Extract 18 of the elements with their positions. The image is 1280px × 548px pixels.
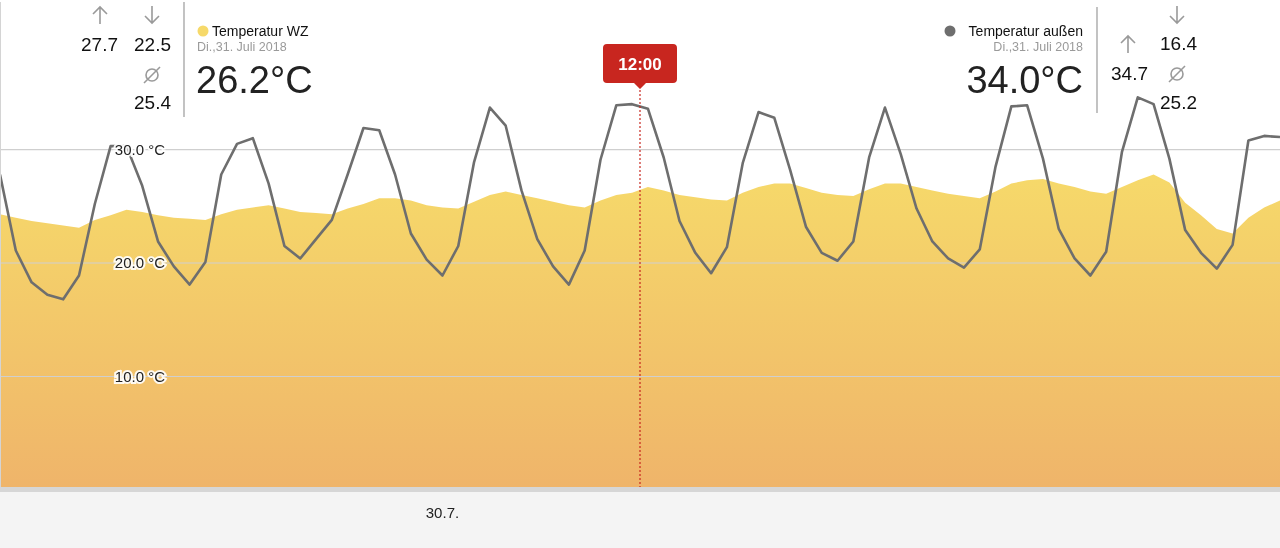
legend-label: Temperatur WZ (212, 23, 309, 39)
legend-label: Temperatur außen (968, 23, 1083, 39)
annotation: 27.7 (81, 34, 118, 55)
y-tick-label: 10.0 °C (114, 367, 166, 385)
annotation: Di.,31. Juli 2018 (993, 40, 1084, 54)
y-tick-label: 20.0 °C (114, 254, 166, 272)
annotation: 26.2°C (196, 59, 313, 101)
annotation: 34.7 (1111, 63, 1148, 84)
annotation: 22.5 (134, 34, 171, 55)
x-tick-label: 30.7. (425, 504, 460, 521)
annotation: Di.,31. Juli 2018 (197, 40, 287, 54)
annotation: 12:00 (618, 55, 662, 74)
time-cursor: 12:00 (603, 44, 677, 491)
annotation: 25.2 (1160, 92, 1197, 113)
line-series (0, 96, 1280, 301)
annotation: 25.4 (134, 92, 172, 113)
annotation: 34.0°C (966, 59, 1083, 101)
annotation: 16.4 (1160, 33, 1198, 54)
